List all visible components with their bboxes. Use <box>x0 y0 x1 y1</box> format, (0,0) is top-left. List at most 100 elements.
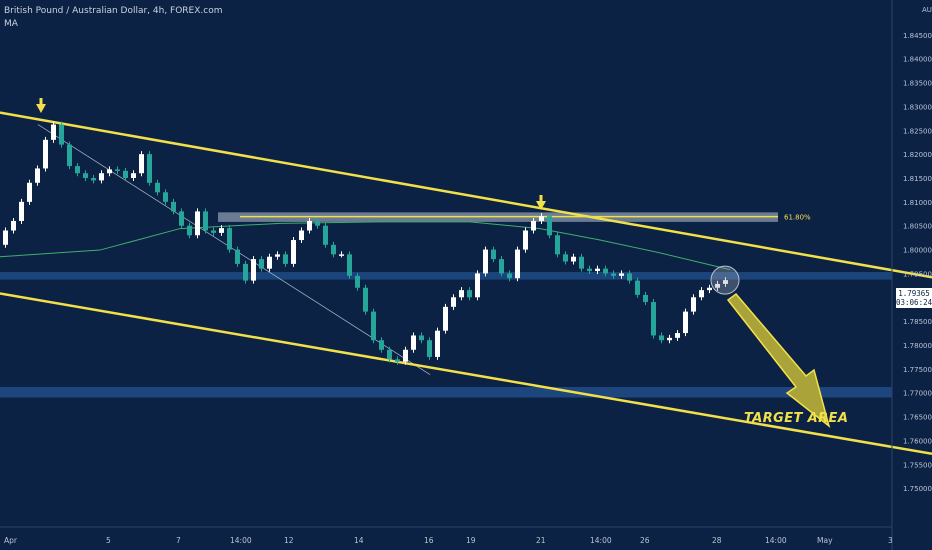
candle[interactable] <box>11 217 16 234</box>
candle-body <box>435 330 440 357</box>
candle[interactable] <box>619 270 624 279</box>
candle[interactable] <box>523 227 528 253</box>
candle[interactable] <box>243 260 248 284</box>
candle[interactable] <box>211 227 216 236</box>
candle[interactable] <box>467 287 472 301</box>
candle[interactable] <box>307 217 312 234</box>
candle[interactable] <box>19 198 24 224</box>
candle[interactable] <box>259 256 264 272</box>
candle[interactable] <box>107 166 112 177</box>
candle[interactable] <box>419 332 424 344</box>
candle[interactable] <box>355 272 360 291</box>
candle[interactable] <box>347 251 352 279</box>
candle[interactable] <box>371 308 376 344</box>
candle[interactable] <box>411 332 416 353</box>
candle[interactable] <box>187 222 192 239</box>
candle[interactable] <box>611 270 616 279</box>
candle[interactable] <box>83 170 88 181</box>
candle[interactable] <box>163 189 168 205</box>
candle[interactable] <box>147 151 152 186</box>
candle[interactable] <box>51 121 56 143</box>
candle[interactable] <box>363 284 368 315</box>
candle[interactable] <box>579 253 584 272</box>
candle[interactable] <box>667 334 672 344</box>
candle[interactable] <box>379 337 384 353</box>
candle[interactable] <box>27 179 32 205</box>
candle[interactable] <box>643 291 648 306</box>
channel-upper-line[interactable] <box>0 111 932 279</box>
candle[interactable] <box>443 303 448 334</box>
candle[interactable] <box>627 270 632 284</box>
candle[interactable] <box>723 277 728 287</box>
candle[interactable] <box>459 287 464 301</box>
candle[interactable] <box>155 179 160 196</box>
candle[interactable] <box>659 332 664 344</box>
candle[interactable] <box>635 277 640 298</box>
candle[interactable] <box>99 170 104 184</box>
candle[interactable] <box>387 346 392 363</box>
candle-layer[interactable] <box>3 121 728 365</box>
candle[interactable] <box>555 232 560 258</box>
candle[interactable] <box>171 198 176 215</box>
candle[interactable] <box>451 294 456 310</box>
candle[interactable] <box>427 337 432 360</box>
channel-lower-line[interactable] <box>0 292 932 456</box>
indicator-label[interactable]: MA <box>4 19 18 29</box>
candle[interactable] <box>227 225 232 253</box>
candle[interactable] <box>251 256 256 284</box>
candle[interactable] <box>715 280 720 291</box>
candle[interactable] <box>219 225 224 236</box>
candle-body <box>275 254 280 257</box>
candle-body <box>139 154 144 174</box>
candle[interactable] <box>539 213 544 224</box>
candle[interactable] <box>115 166 120 174</box>
candle[interactable] <box>563 251 568 265</box>
candle[interactable] <box>203 208 208 234</box>
candle[interactable] <box>235 246 240 267</box>
candle[interactable] <box>491 246 496 263</box>
candle[interactable] <box>43 136 48 172</box>
candle[interactable] <box>139 151 144 177</box>
candle[interactable] <box>435 327 440 360</box>
candle[interactable] <box>507 270 512 282</box>
candle[interactable] <box>531 217 536 234</box>
candle[interactable] <box>331 241 336 258</box>
candle[interactable] <box>291 237 296 267</box>
candle[interactable] <box>35 165 40 186</box>
candle[interactable] <box>483 246 488 277</box>
candle[interactable] <box>323 222 328 248</box>
candle[interactable] <box>571 253 576 265</box>
candle[interactable] <box>547 213 552 239</box>
candle[interactable] <box>3 227 8 248</box>
candle[interactable] <box>283 251 288 267</box>
candle[interactable] <box>267 253 272 272</box>
candle[interactable] <box>195 208 200 239</box>
candle[interactable] <box>603 265 608 277</box>
candle[interactable] <box>699 287 704 301</box>
candle[interactable] <box>475 270 480 301</box>
candle[interactable] <box>707 284 712 294</box>
candle[interactable] <box>275 251 280 260</box>
candle[interactable] <box>395 356 400 365</box>
candle[interactable] <box>587 265 592 275</box>
candle[interactable] <box>595 265 600 275</box>
candle[interactable] <box>59 121 64 148</box>
candle[interactable] <box>691 294 696 315</box>
candle[interactable] <box>683 308 688 337</box>
candle[interactable] <box>315 217 320 229</box>
candle[interactable] <box>75 163 80 177</box>
candle[interactable] <box>403 346 408 365</box>
candle[interactable] <box>499 256 504 277</box>
candle[interactable] <box>67 141 72 170</box>
candle[interactable] <box>339 251 344 258</box>
candle[interactable] <box>131 170 136 181</box>
candle[interactable] <box>91 175 96 184</box>
candle[interactable] <box>515 246 520 282</box>
candle[interactable] <box>179 208 184 229</box>
candle[interactable] <box>299 227 304 244</box>
candle[interactable] <box>123 167 128 181</box>
candle[interactable] <box>675 330 680 341</box>
candle[interactable] <box>651 299 656 339</box>
